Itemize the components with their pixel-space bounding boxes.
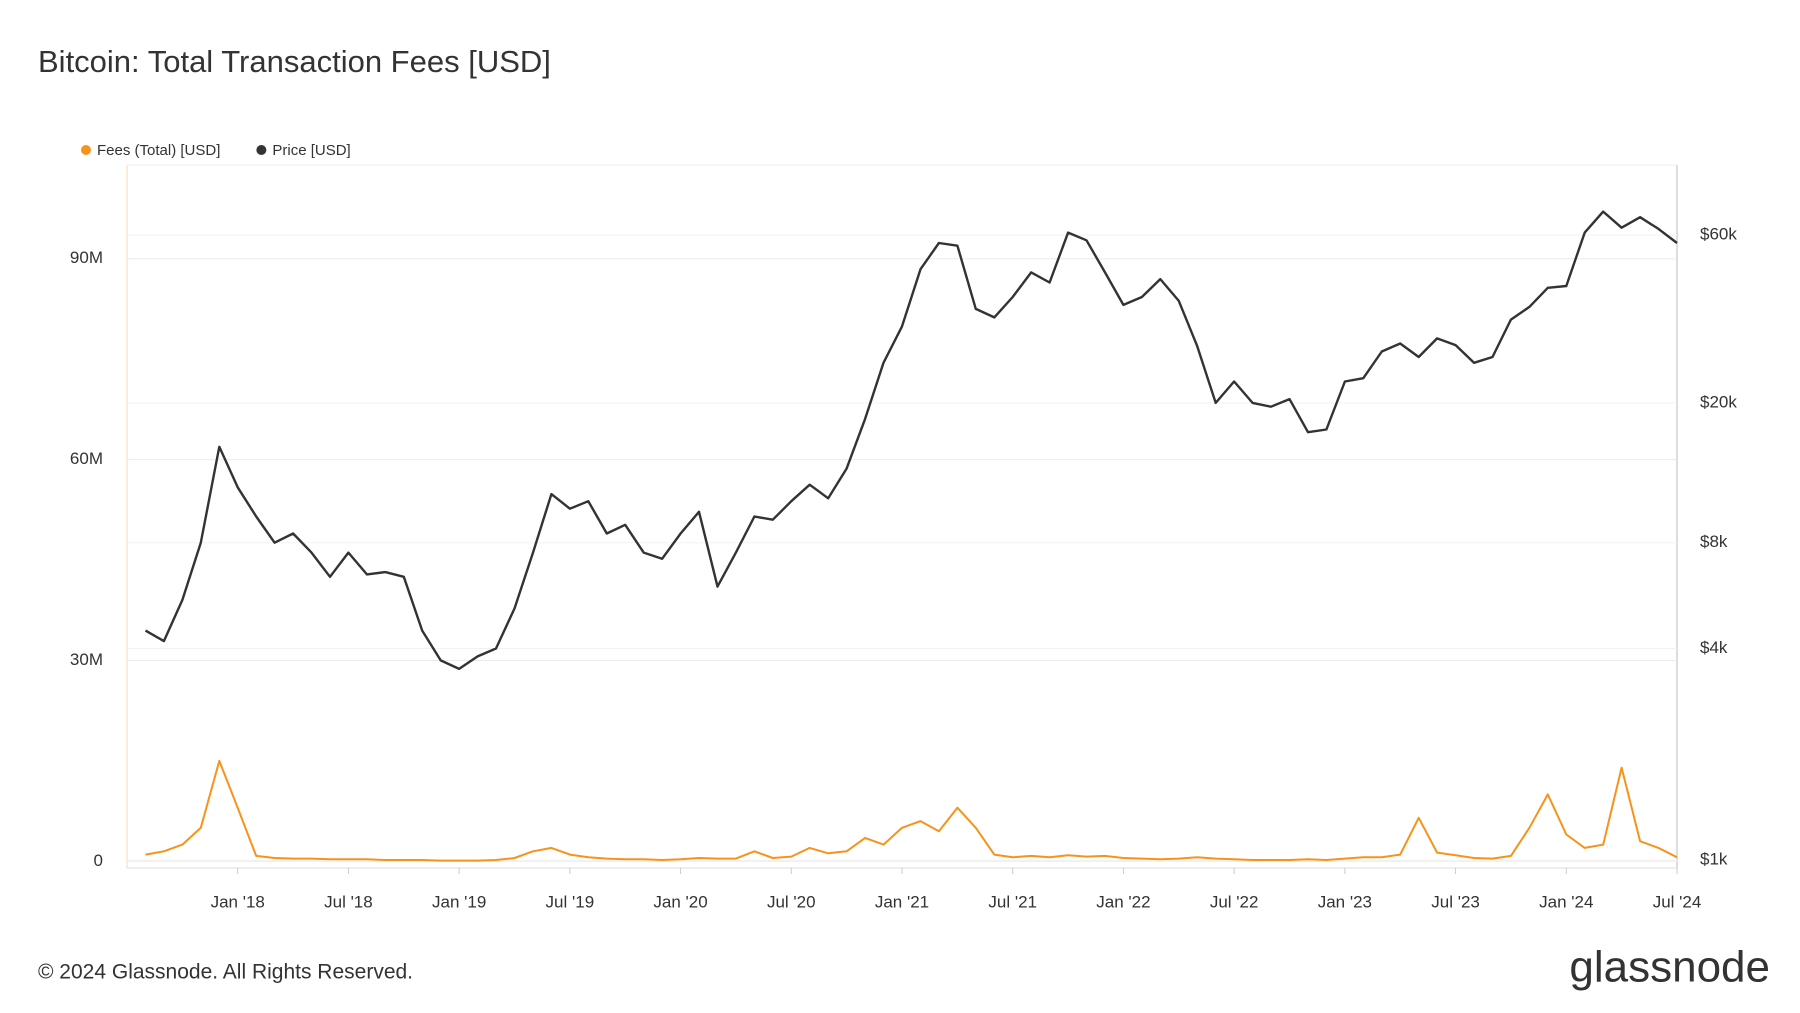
x-tick-label: Jul '23 — [1431, 892, 1480, 911]
legend-marker — [81, 145, 91, 155]
x-tick-label: Jul '18 — [324, 892, 373, 911]
y-tick-label: 90M — [70, 248, 103, 267]
x-tick-label: Jan '20 — [653, 892, 707, 911]
x-tick-label: Jan '24 — [1539, 892, 1593, 911]
x-tick-label: Jan '22 — [1096, 892, 1150, 911]
legend-label: Fees (Total) [USD] — [97, 142, 220, 159]
y-tick-label: 30M — [70, 650, 103, 669]
x-tick-label: Jul '20 — [767, 892, 816, 911]
chart-title: Bitcoin: Total Transaction Fees [USD] — [38, 44, 551, 79]
legend-marker — [256, 145, 267, 155]
x-tick-label: Jul '19 — [546, 892, 595, 911]
brand-logo: glassnode — [1569, 943, 1770, 992]
x-tick-label: Jan '21 — [875, 892, 929, 911]
y-tick-label: 0 — [94, 851, 103, 870]
y2-tick-label: $20k — [1700, 392, 1737, 411]
x-tick-label: Jul '24 — [1653, 892, 1702, 911]
y-tick-label: 60M — [70, 449, 103, 468]
copyright: © 2024 Glassnode. All Rights Reserved. — [38, 961, 413, 984]
y2-tick-label: $8k — [1700, 532, 1728, 551]
series-line — [144, 210, 1678, 671]
x-tick-label: Jan '19 — [432, 892, 486, 911]
y2-tick-label: $4k — [1700, 638, 1728, 657]
series-line — [145, 759, 1678, 862]
x-tick-label: Jul '21 — [988, 892, 1037, 911]
x-tick-label: Jul '22 — [1210, 892, 1259, 911]
legend-label: Price [USD] — [272, 142, 350, 159]
y2-tick-label: $60k — [1700, 225, 1737, 244]
x-tick-label: Jan '23 — [1318, 892, 1372, 911]
x-tick-label: Jan '18 — [211, 892, 265, 911]
y2-tick-label: $1k — [1700, 850, 1728, 869]
